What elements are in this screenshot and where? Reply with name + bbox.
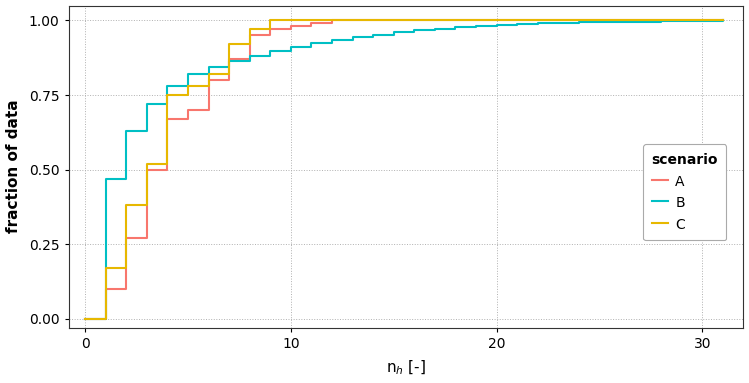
Legend: A, B, C: A, B, C: [643, 144, 727, 241]
X-axis label: n$_h$ [-]: n$_h$ [-]: [386, 359, 426, 377]
Y-axis label: fraction of data: fraction of data: [5, 100, 20, 233]
